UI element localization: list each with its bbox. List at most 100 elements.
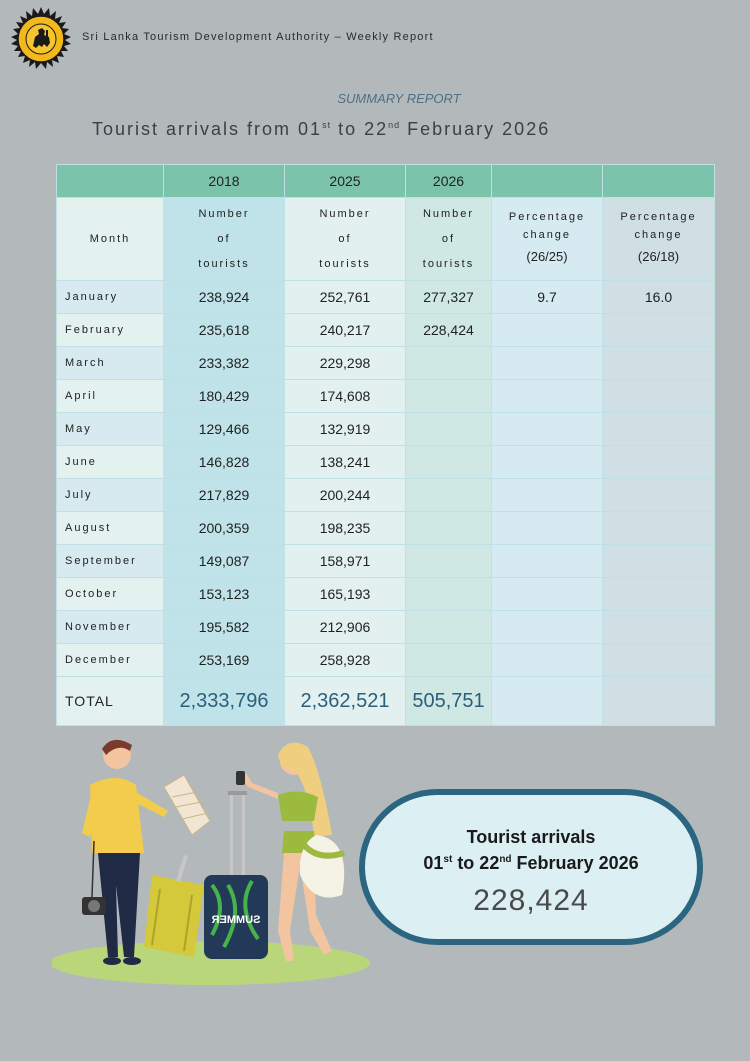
total-pct-26-18-cell	[602, 676, 715, 726]
camera-icon	[82, 840, 106, 915]
suitcase-summer-text: SUMMER	[212, 914, 261, 926]
arrivals-table: 2018 2025 2026 Month Number of tourists Nu…	[56, 164, 715, 726]
value-2026-cell	[405, 610, 492, 644]
man-tourist-icon	[82, 739, 168, 965]
summary-report-label: SUMMARY REPORT	[337, 91, 461, 106]
empty-header-cell	[56, 164, 164, 198]
value-2018-cell: 146,828	[163, 445, 285, 479]
table-row: November 195,582 212,906	[56, 610, 715, 644]
table-row: July 217,829 200,244	[56, 478, 715, 512]
suitcase-icon	[144, 855, 204, 957]
value-2025-cell: 198,235	[284, 511, 406, 545]
year-2018-header: 2018	[163, 164, 285, 198]
value-2025-cell: 138,241	[284, 445, 406, 479]
pct-26-25-cell	[491, 346, 603, 380]
value-2018-cell: 253,169	[163, 643, 285, 677]
value-2018-cell: 129,466	[163, 412, 285, 446]
pct-26-25-cell	[491, 478, 603, 512]
value-2025-cell: 252,761	[284, 280, 406, 314]
value-2018-cell: 238,924	[163, 280, 285, 314]
table-row: August 200,359 198,235	[56, 511, 715, 545]
table-row: June 146,828 138,241	[56, 445, 715, 479]
table-row: September 149,087 158,971	[56, 544, 715, 578]
arrivals-callout: Tourist arrivals 01st to 22nd February 2…	[359, 789, 703, 945]
month-cell: November	[56, 610, 164, 644]
year-2026-header: 2026	[405, 164, 492, 198]
year-header-row: 2018 2025 2026	[56, 164, 715, 198]
tourists-illustration: SUMMER	[52, 739, 370, 985]
month-column-header: Month	[56, 197, 164, 281]
value-2025-cell: 258,928	[284, 643, 406, 677]
value-2025-cell: 229,298	[284, 346, 406, 380]
total-pct-26-25-cell	[491, 676, 603, 726]
month-cell: August	[56, 511, 164, 545]
pct-26-18-cell	[602, 643, 715, 677]
pct-26-18-cell	[602, 313, 715, 347]
pct-26-25-cell	[491, 412, 603, 446]
value-2018-cell: 195,582	[163, 610, 285, 644]
month-cell: March	[56, 346, 164, 380]
month-cell: December	[56, 643, 164, 677]
pct-26-25-cell: 9.7	[491, 280, 603, 314]
pct-26-18-cell	[602, 511, 715, 545]
pct-26-25-cell	[491, 610, 603, 644]
tourists-2025-label: Number of tourists	[284, 197, 406, 281]
month-cell: October	[56, 577, 164, 611]
pct-26-25-cell	[491, 643, 603, 677]
month-cell: February	[56, 313, 164, 347]
value-2026-cell	[405, 478, 492, 512]
pct-26-18-cell	[602, 445, 715, 479]
value-2025-cell: 158,971	[284, 544, 406, 578]
value-2026-cell: 228,424	[405, 313, 492, 347]
value-2025-cell: 200,244	[284, 478, 406, 512]
callout-date-range: 01st to 22nd February 2026	[423, 853, 639, 873]
total-row: TOTAL 2,333,796 2,362,521 505,751	[56, 676, 715, 726]
table-row: February 235,618 240,217 228,424	[56, 313, 715, 347]
pct-26-25-cell	[491, 445, 603, 479]
total-2025-cell: 2,362,521	[284, 676, 406, 726]
table-row: May 129,466 132,919	[56, 412, 715, 446]
woman-bag-icon	[299, 835, 345, 898]
table-row: January 238,924 252,761 277,327 9.7 16.0	[56, 280, 715, 314]
callout-title: Tourist arrivals	[466, 827, 596, 847]
pct-change-26-25-label: Percentage change (26/25)	[491, 197, 603, 281]
value-2026-cell	[405, 412, 492, 446]
value-2026-cell	[405, 346, 492, 380]
pct-26-25-cell	[491, 511, 603, 545]
pct-26-18-cell	[602, 346, 715, 380]
pct-26-25-cell	[491, 544, 603, 578]
year-2025-header: 2025	[284, 164, 406, 198]
table-row: March 233,382 229,298	[56, 346, 715, 380]
value-2018-cell: 180,429	[163, 379, 285, 413]
value-2026-cell	[405, 379, 492, 413]
tourists-2018-label: Number of tourists	[163, 197, 285, 281]
pct-26-18-cell	[602, 610, 715, 644]
month-cell: May	[56, 412, 164, 446]
month-cell: July	[56, 478, 164, 512]
value-2026-cell	[405, 577, 492, 611]
empty-header-cell	[491, 164, 603, 198]
pct-26-18-cell	[602, 478, 715, 512]
value-2018-cell: 233,382	[163, 346, 285, 380]
pct-change-26-18-label: Percentage change (26/18)	[602, 197, 715, 281]
pct-26-25-cell	[491, 379, 603, 413]
table-row: December 253,169 258,928	[56, 643, 715, 677]
tourists-2026-label: Number of tourists	[405, 197, 492, 281]
pct-26-25-cell	[491, 313, 603, 347]
table-row: October 153,123 165,193	[56, 577, 715, 611]
column-label-row: Month Number of tourists Number of tourists …	[56, 197, 715, 281]
value-2026-cell	[405, 445, 492, 479]
value-2025-cell: 240,217	[284, 313, 406, 347]
total-label-cell: TOTAL	[56, 676, 164, 726]
month-cell: September	[56, 544, 164, 578]
value-2025-cell: 212,906	[284, 610, 406, 644]
value-2026-cell	[405, 643, 492, 677]
month-cell: January	[56, 280, 164, 314]
pct-26-18-cell: 16.0	[602, 280, 715, 314]
month-cell: April	[56, 379, 164, 413]
map-icon	[163, 774, 211, 836]
total-2018-cell: 2,333,796	[163, 676, 285, 726]
summer-suitcase-icon: SUMMER	[204, 791, 268, 959]
value-2026-cell	[405, 511, 492, 545]
empty-header-cell	[602, 164, 715, 198]
